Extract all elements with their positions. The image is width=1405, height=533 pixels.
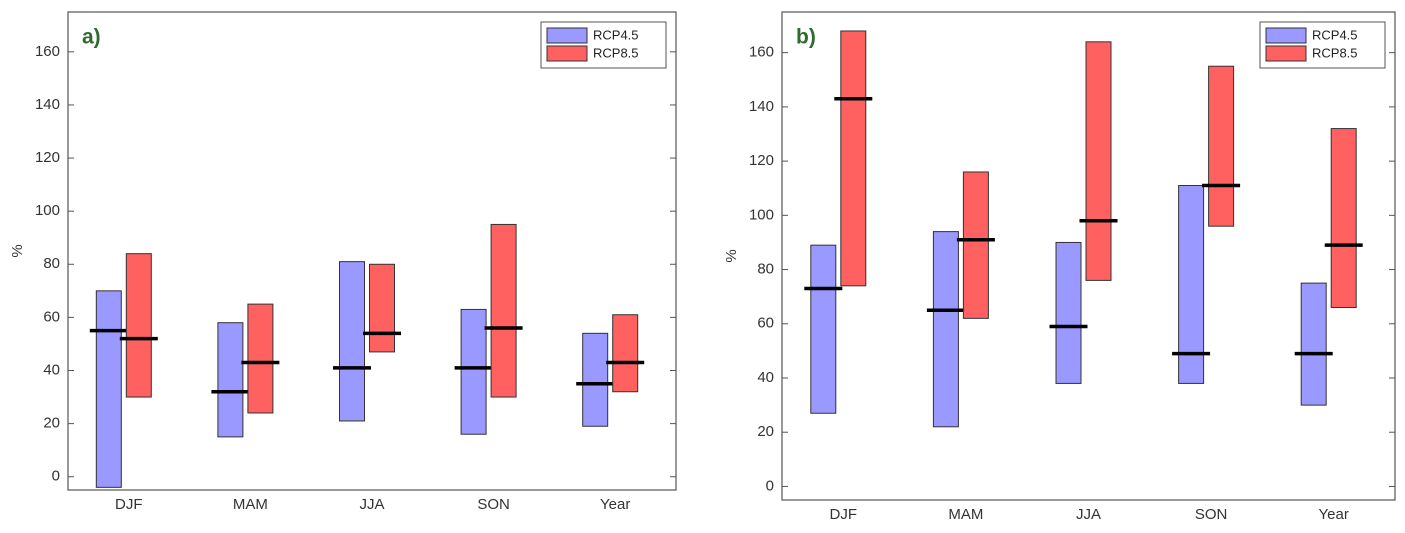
legend-label: RCP8.5 xyxy=(593,45,639,60)
y-tick-label: 120 xyxy=(749,152,774,169)
y-tick-label: 40 xyxy=(43,361,60,378)
y-tick-label: 20 xyxy=(757,423,774,440)
range-bar xyxy=(1330,128,1357,309)
y-tick-label: 80 xyxy=(757,261,774,278)
x-tick-label: JJA xyxy=(359,496,384,513)
range-bar xyxy=(1085,41,1112,281)
legend-swatch xyxy=(546,45,588,62)
y-axis-label: % xyxy=(9,244,26,257)
y-axis-label: % xyxy=(723,249,740,262)
x-tick-label: Year xyxy=(1319,506,1349,523)
x-tick-label: DJF xyxy=(115,496,143,513)
y-tick-label: 120 xyxy=(35,149,60,166)
y-tick-label: 100 xyxy=(35,202,60,219)
range-bar xyxy=(217,322,244,438)
plot-frame xyxy=(67,11,677,491)
legend-label: RCP4.5 xyxy=(1312,27,1358,42)
range-bar xyxy=(612,314,639,393)
range-bar xyxy=(1300,282,1327,406)
x-tick-label: JJA xyxy=(1076,506,1101,523)
range-bar xyxy=(840,30,867,287)
legend-swatch xyxy=(1265,45,1307,62)
range-bar xyxy=(95,290,122,488)
x-tick-label: DJF xyxy=(830,506,858,523)
y-tick-label: 80 xyxy=(43,255,60,272)
range-bar xyxy=(1178,185,1205,384)
y-tick-label: 60 xyxy=(757,315,774,332)
y-tick-label: 160 xyxy=(749,44,774,61)
range-bar xyxy=(1055,241,1082,384)
y-tick-label: 40 xyxy=(757,369,774,386)
y-tick-label: 160 xyxy=(35,43,60,60)
range-bar xyxy=(490,223,517,398)
range-bar xyxy=(460,308,487,435)
range-bar xyxy=(962,171,989,319)
range-bar xyxy=(369,263,395,353)
x-tick-label: MAM xyxy=(233,496,268,513)
range-bar xyxy=(339,261,365,422)
y-tick-label: 140 xyxy=(749,98,774,115)
y-tick-label: 60 xyxy=(43,308,60,325)
x-tick-label: SON xyxy=(477,496,510,513)
x-tick-label: MAM xyxy=(948,506,983,523)
x-tick-label: SON xyxy=(1195,506,1228,523)
legend-swatch xyxy=(1265,27,1307,44)
y-tick-label: 20 xyxy=(43,415,60,432)
legend-label: RCP4.5 xyxy=(593,27,639,42)
legend-label: RCP8.5 xyxy=(1312,45,1358,60)
y-tick-label: 0 xyxy=(766,477,774,494)
legend-swatch xyxy=(546,27,588,44)
range-bar xyxy=(125,253,152,398)
annotation: b) xyxy=(796,26,816,49)
x-tick-label: Year xyxy=(600,496,630,513)
y-tick-label: 140 xyxy=(35,96,60,113)
plot-frame xyxy=(781,11,1396,501)
range-bar xyxy=(810,244,837,414)
range-bar xyxy=(932,231,959,428)
range-bar xyxy=(582,332,609,427)
range-bar xyxy=(247,303,274,414)
range-bar xyxy=(1208,65,1235,227)
y-tick-label: 100 xyxy=(749,206,774,223)
y-tick-label: 0 xyxy=(52,468,60,485)
annotation: a) xyxy=(82,26,101,49)
